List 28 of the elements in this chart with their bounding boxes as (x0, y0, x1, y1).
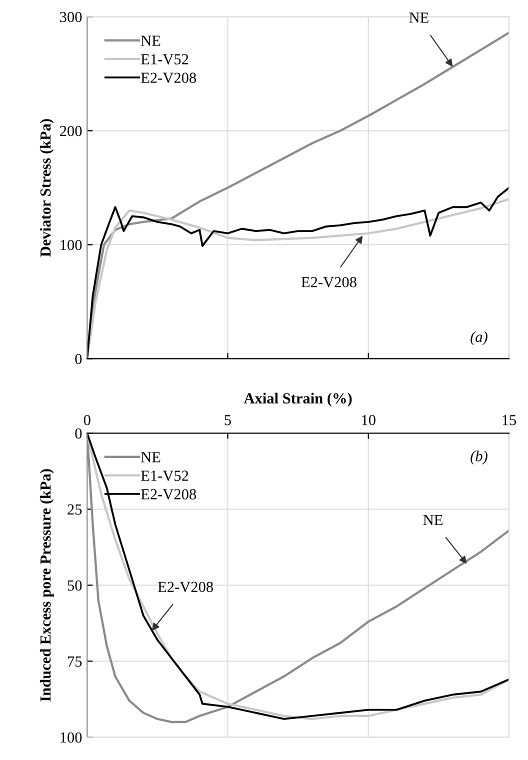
annotation: E2-V208 (158, 582, 213, 592)
y-tick-label: 200 (60, 126, 82, 136)
y-axis-title: Deviator Stress (kPa) (40, 119, 54, 257)
y-axis-title: Induced Excess pore Pressure (kPa) (40, 469, 54, 702)
annotation: E2-V208 (301, 276, 356, 288)
y-tick-label: 300 (60, 12, 82, 22)
annotation: (a) (470, 331, 488, 346)
legend-label: E2-V208 (141, 489, 196, 500)
y-tick-label: 0 (75, 354, 82, 364)
legend-label: E1-V52 (141, 54, 188, 65)
legend-label: NE (141, 452, 160, 462)
annotation: (b) (470, 450, 488, 464)
x-tick-label: 0 (84, 414, 90, 426)
y-tick-label: 100 (60, 240, 82, 250)
y-tick-label: 50 (68, 580, 82, 591)
legend-label: E2-V208 (141, 72, 196, 84)
annotation: NE (409, 12, 428, 23)
legend-label: E1-V52 (141, 470, 188, 481)
y-tick-label: 0 (75, 428, 82, 439)
annotation: NE (423, 515, 442, 526)
x-tick-label: 5 (224, 415, 231, 426)
y-tick-label: 25 (68, 504, 82, 515)
y-tick-label: 75 (68, 656, 82, 667)
y-tick-label: 100 (60, 732, 82, 743)
x-tick-label: 10 (362, 414, 376, 426)
x-axis-title: Axial Strain (%) (244, 392, 352, 407)
x-tick-label: 15 (502, 415, 516, 426)
legend-label: NE (141, 36, 160, 46)
